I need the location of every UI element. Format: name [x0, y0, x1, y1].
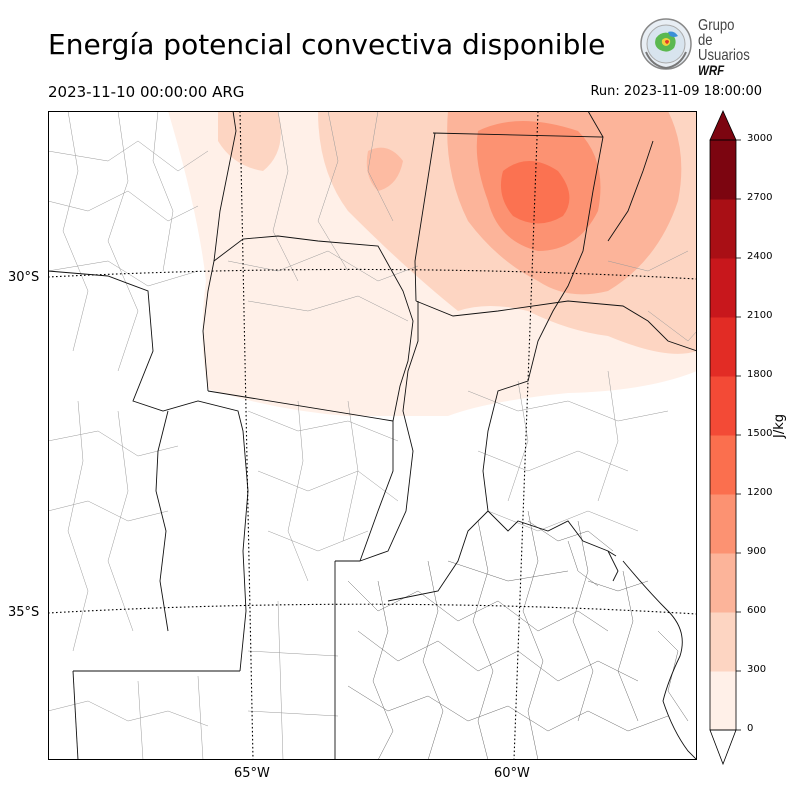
colorbar-tick-label: 2700 [747, 192, 773, 203]
logo-text: Grupo de Usuarios WRF [698, 18, 750, 78]
map-frame [48, 111, 697, 760]
lon-label-65w: 65°W [234, 766, 270, 781]
admin-boundaries [48, 111, 697, 760]
lat-label-35s: 35°S [8, 605, 40, 620]
graticule-65w [239, 111, 254, 760]
colorbar-bin [710, 376, 736, 436]
lat-label-30s: 30°S [8, 270, 40, 285]
colorbar-bin [710, 494, 736, 554]
graticule-35s [48, 603, 697, 615]
colorbar-tick-label: 2100 [747, 310, 773, 321]
colorbar-bin [710, 435, 736, 495]
map-panel [48, 111, 697, 760]
colorbar-bin [710, 258, 736, 318]
logo-line1: Grupo de [698, 17, 735, 49]
graticule [48, 111, 697, 760]
logo-globe-icon [640, 18, 692, 70]
page-title: Energía potencial convectiva disponible [48, 28, 606, 61]
logo-line2: Usuarios [698, 47, 750, 64]
colorbar-unit: J/kg [772, 414, 787, 438]
colorbar-tick-label: 900 [747, 546, 767, 557]
colorbar-extend-min [709, 729, 737, 765]
colorbar-tick-label: 300 [747, 664, 767, 675]
colorbar-bin [710, 199, 736, 259]
colorbar-tick-label: 1800 [747, 369, 773, 380]
cape-field [168, 111, 697, 416]
logo: Grupo de Usuarios WRF [638, 16, 762, 78]
logo-line3: WRF [698, 62, 725, 78]
colorbar-tick-label: 1200 [747, 487, 773, 498]
colorbar-tick-label: 0 [747, 723, 754, 734]
colorbar-tick-label: 600 [747, 605, 767, 616]
colorbar [709, 110, 741, 765]
valid-time: 2023-11-10 00:00:00 ARG [48, 83, 245, 101]
graticule-60w [513, 111, 539, 760]
colorbar-bin [710, 553, 736, 613]
lon-label-60w: 60°W [494, 766, 530, 781]
colorbar-tick-label: 2400 [747, 251, 773, 262]
colorbar-bin [710, 317, 736, 377]
colorbar-tick-label: 1500 [747, 428, 773, 439]
colorbar-tick-label: 3000 [747, 133, 773, 144]
colorbar-bin [710, 671, 736, 731]
graticule-30s [48, 268, 697, 280]
colorbar-bin [710, 140, 736, 200]
colorbar-bin [710, 612, 736, 672]
run-time: Run: 2023-11-09 18:00:00 [590, 84, 762, 99]
colorbar-extend-max [709, 110, 737, 141]
